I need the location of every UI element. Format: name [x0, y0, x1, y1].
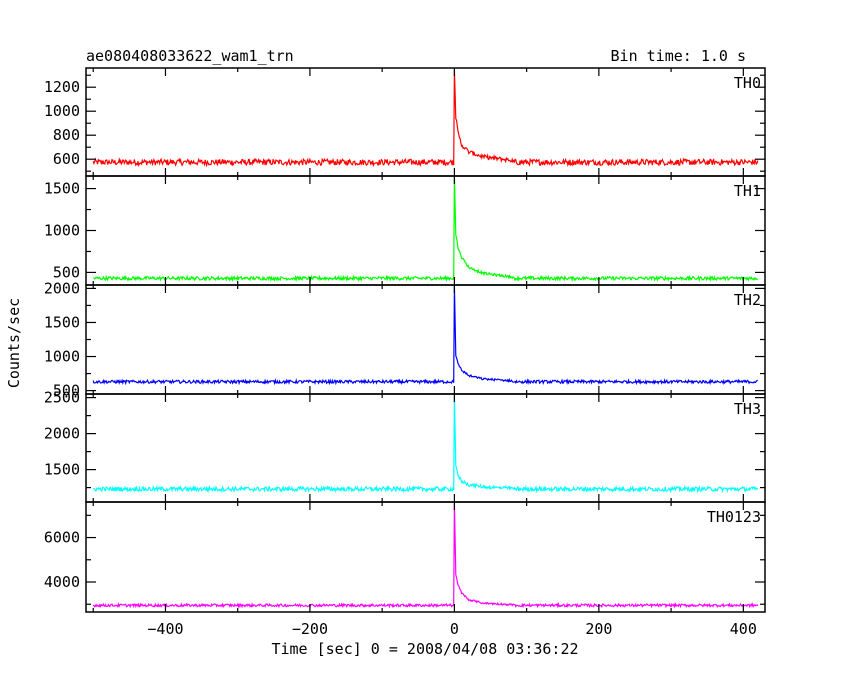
chart-title: ae080408033622_wam1_trn [86, 47, 294, 65]
panel-th0: 600 800 1000 1200 TH0 [44, 67, 766, 177]
x-tick-label: −400 [147, 620, 183, 638]
panel-th2: 500 1000 1500 2000 TH2 [44, 279, 766, 400]
panel-frame [85, 284, 766, 395]
panel-th0123: 4000 6000 TH0123 [44, 501, 766, 613]
y-tick-label: 600 [53, 150, 80, 168]
y-tick-label: 1000 [44, 222, 80, 240]
y-tick-label: 2500 [44, 389, 80, 407]
panel-label-th0: TH0 [734, 74, 761, 92]
panel-th3: 1500 2000 2500 TH3 [44, 389, 766, 503]
x-tick-label: 0 [450, 620, 459, 638]
panel-label-th0123: TH0123 [707, 508, 761, 526]
panel-label-th2: TH2 [734, 291, 761, 309]
series-line-th1 [93, 175, 759, 283]
panels-group: 600 800 1000 1200 TH0 500 1000 1500 TH1 500 1000 15… [44, 67, 766, 638]
panel-label-th3: TH3 [734, 400, 761, 418]
y-tick-label: 500 [53, 263, 80, 281]
series-line-th2 [92, 285, 758, 386]
y-tick-label: 4000 [44, 573, 80, 591]
panel-frame [85, 501, 766, 613]
x-tick-label: 200 [585, 620, 612, 638]
y-tick-label: 1200 [44, 78, 80, 96]
y-tick-label: 1000 [44, 348, 80, 366]
y-tick-label: 500 [53, 382, 80, 400]
y-tick-label: 1500 [44, 313, 80, 331]
y-tick-label: 1500 [44, 180, 80, 198]
panel-th1: 500 1000 1500 TH1 [44, 175, 766, 286]
y-axis-label: Counts/sec [5, 298, 23, 388]
panel-frame [85, 393, 766, 503]
x-tick-label: 400 [730, 620, 757, 638]
series-line-th3 [93, 394, 758, 494]
panel-frame [85, 175, 766, 286]
x-axis-label: Time [sec] 0 = 2008/04/08 03:36:22 [271, 640, 578, 658]
bin-time-label: Bin time: 1.0 s [611, 47, 746, 65]
y-tick-label: 800 [53, 126, 80, 144]
y-tick-label: 1000 [44, 102, 80, 120]
series-line-th0123 [92, 501, 759, 609]
y-tick-label: 1500 [44, 461, 80, 479]
series-line-th0 [92, 69, 759, 168]
x-tick-label: −200 [292, 620, 328, 638]
panel-label-th1: TH1 [734, 182, 761, 200]
y-tick-label: 2000 [44, 425, 80, 443]
y-tick-label: 6000 [44, 529, 80, 547]
y-tick-label: 2000 [44, 279, 80, 297]
